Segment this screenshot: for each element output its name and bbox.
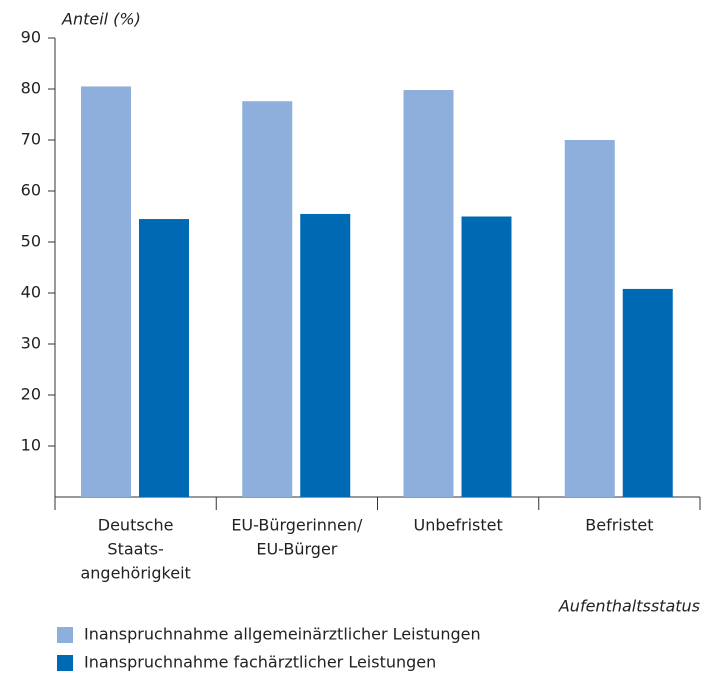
y-axis-label: Anteil (%)	[61, 10, 141, 29]
bar	[403, 90, 454, 498]
bar	[564, 140, 615, 497]
x-tick-label: EU-Bürgerinnen/	[231, 516, 363, 535]
y-tick-label: 80	[21, 79, 41, 98]
x-tick-label: EU-Bürger	[256, 540, 337, 559]
legend-label: Inanspruchnahme allgemeinärztlicher Leis…	[84, 625, 481, 644]
x-tick-label: Deutsche	[98, 516, 174, 535]
x-tick-label: Befristet	[585, 516, 653, 535]
y-tick-label: 50	[21, 232, 41, 251]
y-tick-label: 40	[21, 283, 41, 302]
bar	[139, 219, 189, 498]
legend-swatch	[57, 627, 73, 643]
x-tick-label: Unbefristet	[414, 516, 503, 535]
legend-label: Inanspruchnahme fachärztlicher Leistunge…	[84, 653, 436, 672]
bar	[461, 216, 512, 497]
x-tick-label: Staats-	[107, 540, 163, 559]
y-tick-label: 90	[21, 28, 41, 47]
legend-swatch	[57, 655, 73, 671]
bar	[622, 288, 673, 497]
x-axis-label: Aufenthaltsstatus	[558, 597, 700, 616]
bar	[81, 86, 131, 497]
y-tick-label: 70	[21, 130, 41, 149]
y-tick-label: 60	[21, 181, 41, 200]
bar	[300, 213, 351, 497]
y-tick-label: 20	[21, 385, 41, 404]
bar	[242, 101, 293, 498]
x-tick-label: angehörigkeit	[80, 564, 190, 583]
y-tick-label: 30	[21, 334, 41, 353]
y-tick-label: 10	[21, 436, 41, 455]
